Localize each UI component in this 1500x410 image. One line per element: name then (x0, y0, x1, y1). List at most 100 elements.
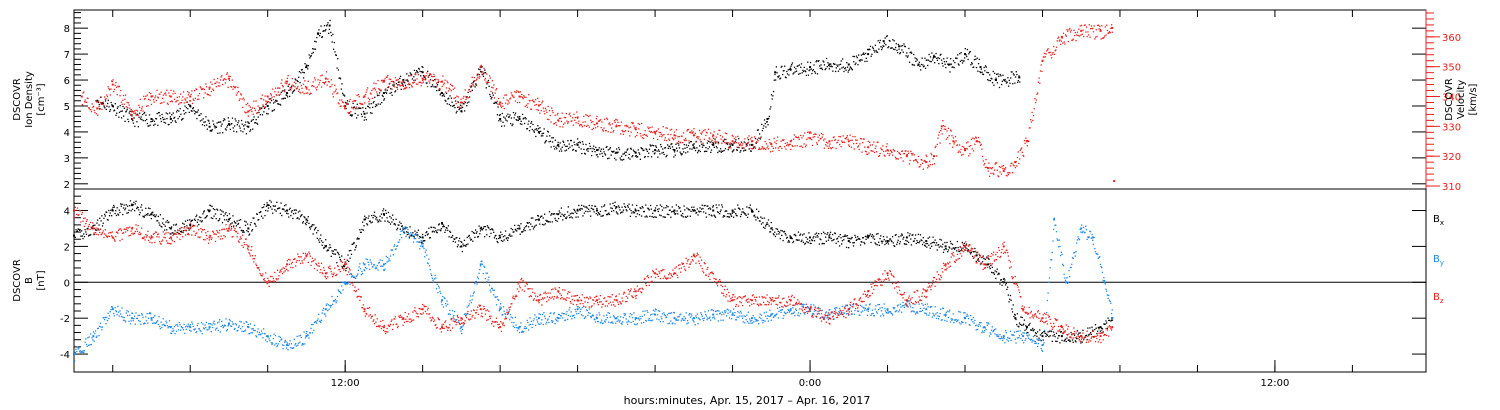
velocity-sample (849, 134, 851, 136)
velocity-sample (832, 146, 834, 149)
velocity-sample (870, 150, 872, 152)
bx-sample (1110, 319, 1113, 322)
velocity-sample (666, 140, 668, 142)
velocity-sample (450, 90, 452, 92)
bx-sample (922, 237, 924, 239)
bx-sample (100, 220, 102, 222)
bx-sample (647, 207, 649, 209)
bx-point (750, 209, 753, 212)
velocity-sample (285, 80, 287, 82)
velocity-sample (500, 105, 502, 107)
density-sample (822, 60, 824, 62)
density-sample (802, 70, 805, 73)
bx-sample (240, 229, 242, 232)
velocity-sample (343, 105, 345, 107)
density-sample (106, 105, 108, 107)
bx-point (131, 204, 134, 207)
velocity-sample (818, 140, 820, 142)
bx-sample (134, 203, 136, 205)
bx-sample (702, 207, 704, 210)
velocity-sample (820, 132, 823, 135)
velocity-sample (693, 134, 696, 136)
by-point (92, 335, 95, 338)
density-sample (652, 144, 655, 147)
bx-sample (369, 220, 371, 222)
density-sample (560, 150, 563, 152)
density-sample (639, 158, 642, 160)
bx-point (905, 236, 908, 239)
density-sample (995, 77, 997, 79)
velocity-point (80, 95, 83, 98)
velocity-sample (113, 88, 116, 91)
velocity-sample (846, 135, 848, 137)
velocity-sample (574, 116, 577, 119)
bx-sample (993, 272, 995, 274)
velocity-sample (873, 141, 875, 143)
density-sample (559, 142, 561, 144)
velocity-sample (878, 154, 881, 157)
velocity-point (208, 86, 211, 89)
density-sample (277, 103, 280, 105)
density-sample (441, 95, 444, 97)
velocity-sample (947, 127, 950, 129)
bx-sample (965, 247, 967, 249)
bx-sample (279, 212, 282, 214)
bx-sample (220, 213, 222, 216)
velocity-sample (216, 81, 218, 83)
density-sample (1015, 71, 1017, 73)
by-sample (262, 328, 265, 330)
velocity-sample (655, 130, 657, 133)
bx-sample (232, 215, 234, 217)
bx-sample (507, 237, 510, 239)
velocity-sample (271, 96, 273, 98)
density-sample (573, 141, 575, 143)
velocity-sample (1098, 28, 1100, 30)
bx-sample (442, 224, 445, 226)
bx-sample (831, 233, 834, 236)
bx-sample (819, 238, 821, 240)
velocity-sample (969, 153, 971, 155)
density-sample (247, 121, 249, 123)
density-sample (363, 119, 365, 121)
bx-sample (499, 234, 501, 237)
velocity-sample (265, 100, 267, 102)
velocity-sample (227, 86, 229, 88)
velocity-sample (396, 88, 399, 90)
velocity-sample (429, 73, 432, 75)
bx-point (944, 245, 947, 248)
bx-sample (956, 250, 958, 252)
density-sample (324, 30, 326, 32)
bx-sample (546, 220, 548, 222)
by-sample (274, 344, 276, 346)
velocity-sample (628, 127, 630, 129)
density-sample (837, 70, 840, 72)
by-sample (184, 326, 187, 328)
bx-sample (200, 221, 203, 223)
bx-sample (741, 211, 743, 213)
by-sample (207, 329, 209, 331)
density-sample (378, 94, 380, 97)
bx-sample (108, 215, 111, 217)
bx-sample (705, 216, 708, 218)
bx-sample (610, 207, 612, 209)
density-sample (968, 51, 971, 53)
density-sample (397, 84, 399, 86)
bx-sample (281, 214, 283, 217)
velocity-sample (243, 99, 245, 101)
velocity-sample (758, 148, 760, 151)
density-sample (311, 52, 313, 55)
by-sample (85, 343, 88, 346)
velocity-sample (436, 85, 438, 87)
density-sample (773, 79, 775, 81)
density-sample (817, 60, 819, 63)
density-sample (805, 74, 808, 77)
velocity-sample (562, 126, 564, 128)
density-sample (140, 116, 142, 118)
bx-sample (1046, 334, 1049, 336)
density-point (169, 117, 172, 120)
density-sample (943, 58, 945, 60)
bx-sample (783, 230, 786, 233)
velocity-sample (1053, 45, 1055, 48)
bx-sample (255, 225, 257, 227)
velocity-sample (606, 118, 609, 121)
